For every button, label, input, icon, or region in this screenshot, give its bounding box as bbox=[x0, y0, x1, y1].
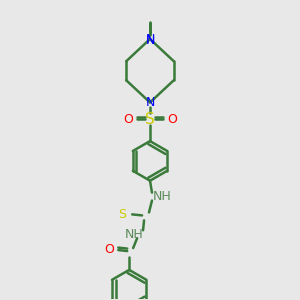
Text: NH: NH bbox=[152, 190, 171, 203]
Text: S: S bbox=[118, 208, 126, 221]
Text: N: N bbox=[145, 32, 155, 46]
Text: O: O bbox=[167, 113, 177, 126]
Text: N: N bbox=[145, 96, 155, 109]
Text: O: O bbox=[123, 113, 133, 126]
Text: NH: NH bbox=[125, 228, 143, 241]
Text: N: N bbox=[145, 34, 155, 46]
Text: O: O bbox=[104, 243, 114, 256]
Text: S: S bbox=[145, 112, 155, 127]
